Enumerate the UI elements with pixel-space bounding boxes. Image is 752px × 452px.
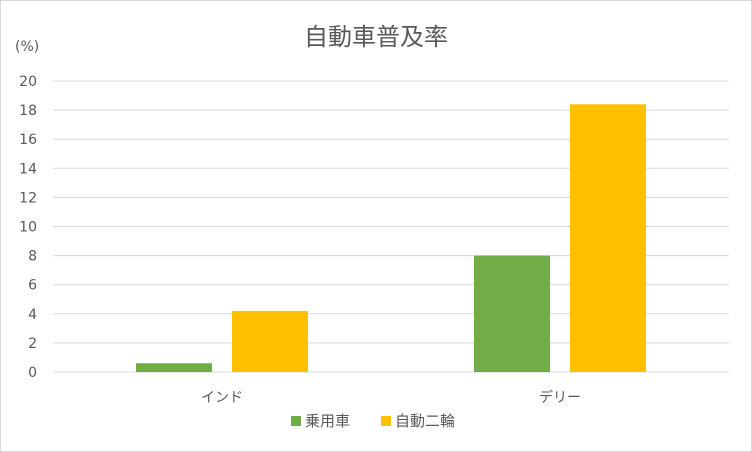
legend: 乗用車 自動二輪 [291,412,455,430]
y-tick-label: 18 [19,103,37,119]
x-category-label: インド [201,390,243,406]
y-tick-label: 12 [19,190,37,206]
y-tick-label: 16 [19,132,37,148]
y-axis-ticks: 0 2 4 6 8 10 12 14 16 18 20 [19,74,37,381]
chart-title: 自動車普及率 [304,23,448,51]
y-tick-label: 2 [28,336,37,352]
bar-自動二輪-デリー [570,104,646,372]
y-axis-unit-label: (%) [15,39,39,55]
legend-swatch [381,416,391,426]
legend-label: 自動二輪 [395,412,455,430]
y-tick-label: 10 [19,220,37,236]
bar-乗用車-インド [136,363,212,372]
bars [136,104,646,372]
legend-swatch [291,416,301,426]
x-axis-labels: インド デリー [201,389,581,406]
y-tick-label: 8 [28,249,37,265]
bar-自動二輪-インド [232,310,308,372]
legend-label: 乗用車 [305,412,350,430]
bar-乗用車-デリー [474,255,550,372]
y-tick-label: 0 [28,365,37,381]
y-tick-label: 14 [19,161,37,177]
x-category-label: デリー [539,389,581,406]
y-tick-label: 20 [19,74,37,90]
y-tick-label: 4 [28,307,37,323]
y-tick-label: 6 [28,278,37,294]
